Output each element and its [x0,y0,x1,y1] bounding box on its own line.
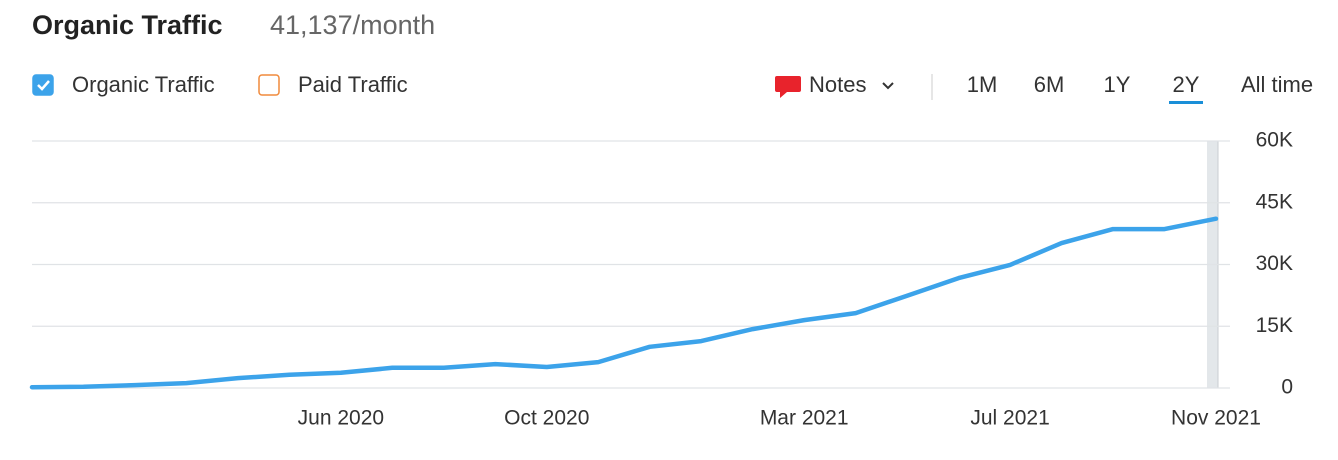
range-button[interactable]: 2Y [1173,72,1200,97]
y-tick-label: 0 [1281,376,1293,399]
legend-checkbox[interactable] [32,74,54,96]
range-button[interactable]: 1Y [1104,72,1131,97]
line-series [29,216,1219,390]
notes-label: Notes [809,72,866,97]
range-button[interactable]: All time [1241,72,1313,97]
legend-label[interactable]: Paid Traffic [298,72,408,97]
range-underline [1169,101,1203,104]
notes-icon [775,76,801,98]
x-tick-label: Nov 2021 [1171,407,1261,430]
chart-subtitle: 41,137/month [270,10,435,40]
range-button[interactable]: 6M [1034,72,1065,97]
chart-title: Organic Traffic [32,10,223,40]
notes-button[interactable]: Notes [775,72,894,98]
x-tick-label: Jun 2020 [298,407,384,430]
y-tick-label: 30K [1256,252,1293,275]
x-tick-label: Mar 2021 [760,407,849,430]
range-button[interactable]: 1M [967,72,998,97]
legend-checkbox[interactable] [258,74,280,96]
y-tick-label: 60K [1256,129,1293,152]
chevron [882,82,894,90]
y-tick-label: 45K [1256,190,1293,213]
legend-label[interactable]: Organic Traffic [72,72,215,97]
x-tick-label: Jul 2021 [970,407,1049,430]
checkmark [37,80,50,91]
y-tick-label: 15K [1256,314,1293,337]
x-tick-label: Oct 2020 [504,407,589,430]
